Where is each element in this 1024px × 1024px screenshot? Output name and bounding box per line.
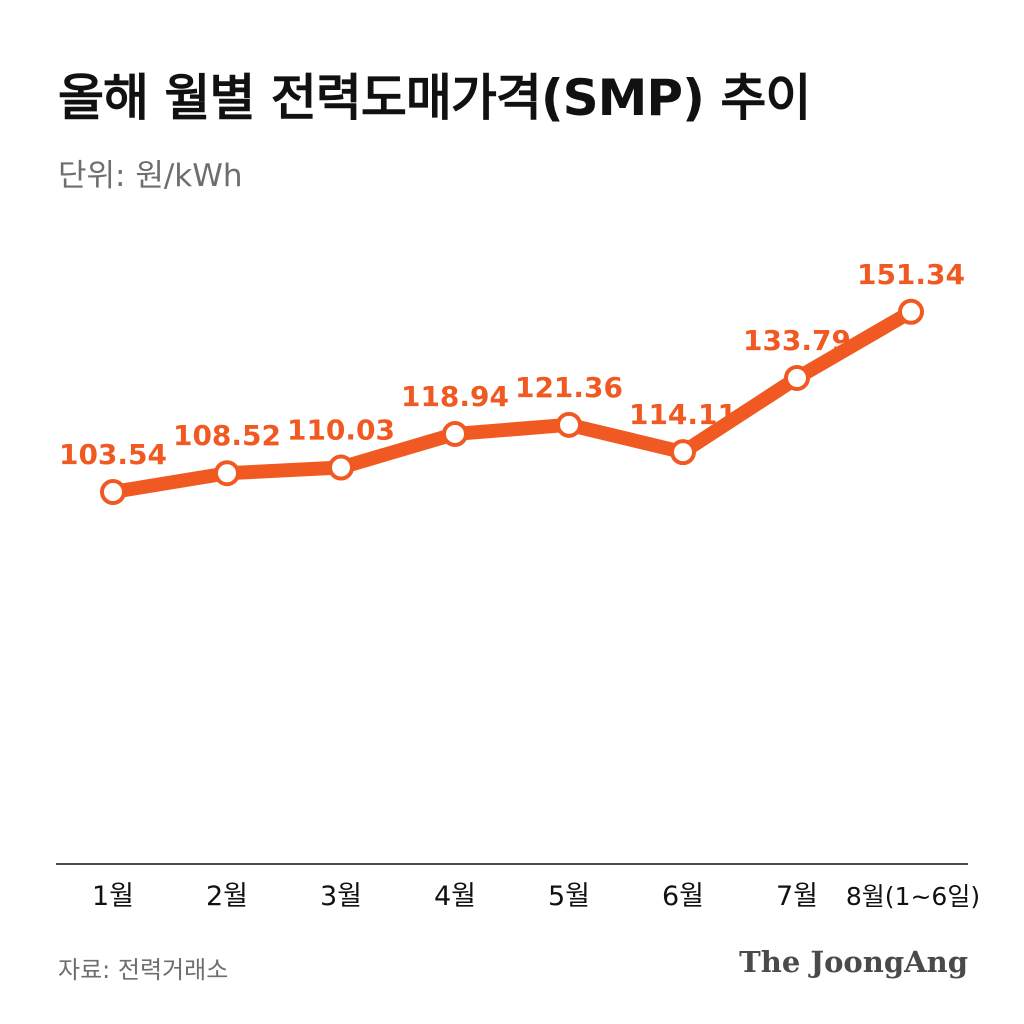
- data-label: 114.11: [629, 398, 737, 431]
- unit-label: 단위: 원/kWh: [58, 158, 243, 194]
- x-tick-label: 8월(1~6일): [846, 882, 980, 911]
- data-label: 133.79: [743, 324, 851, 357]
- data-point: [100, 479, 126, 505]
- x-tick-label: 1월: [92, 881, 134, 912]
- data-label: 121.36: [515, 371, 623, 404]
- data-point: [214, 460, 240, 487]
- chart-title: 올해 월별 전력도매가격(SMP) 추이: [58, 69, 811, 127]
- series-line: [106, 304, 918, 499]
- data-label: 118.94: [401, 380, 509, 413]
- x-tick-label: 4월: [434, 881, 476, 912]
- x-tick-label: 5월: [548, 881, 590, 912]
- x-tick-label: 6월: [662, 881, 704, 912]
- data-point: [442, 420, 468, 447]
- x-tick-label: 3월: [320, 881, 362, 912]
- data-point: [784, 364, 810, 391]
- x-tick-label: 2월: [206, 881, 248, 912]
- source-note: 자료: 전력거래소: [58, 956, 229, 984]
- brand-logo: The JoongAng: [739, 945, 968, 979]
- data-label: 110.03: [287, 414, 395, 447]
- x-tick-label: 7월: [776, 881, 818, 912]
- data-point: [670, 439, 696, 466]
- data-label: 108.52: [173, 419, 281, 452]
- data-point: [556, 411, 582, 438]
- data-point: [898, 298, 924, 325]
- data-point: [328, 454, 354, 481]
- data-label: 151.34: [857, 258, 965, 291]
- data-label: 103.54: [59, 438, 167, 471]
